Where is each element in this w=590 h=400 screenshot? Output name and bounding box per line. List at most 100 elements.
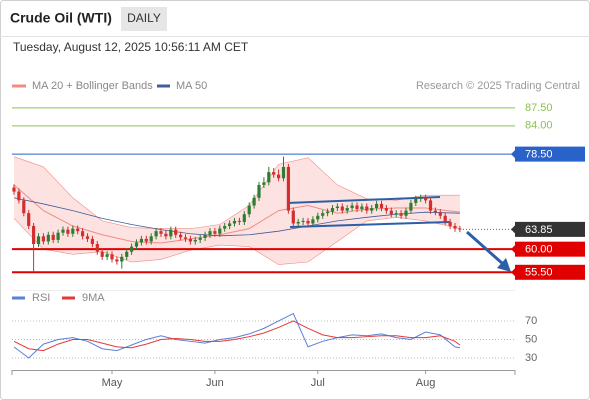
- candle-body: [379, 203, 384, 209]
- candle-body: [193, 239, 197, 242]
- candle-body: [296, 221, 300, 224]
- level-label: 63.85: [525, 224, 553, 236]
- candle-body: [100, 251, 104, 257]
- candle-body: [453, 226, 457, 229]
- candle-body: [389, 210, 393, 215]
- timeframe: DAILY: [127, 11, 161, 25]
- candle-body: [12, 187, 16, 192]
- candle-body: [360, 206, 364, 210]
- candle-body: [188, 238, 192, 242]
- candle-body: [71, 228, 75, 234]
- level-label-box: [515, 241, 585, 257]
- candle-body: [76, 228, 80, 232]
- candle-body: [433, 210, 437, 213]
- y-tick-label: 70: [525, 315, 537, 327]
- candle-body: [335, 206, 339, 209]
- candle-body: [85, 236, 90, 239]
- candle-body: [399, 213, 403, 216]
- candle-body: [232, 220, 237, 224]
- candle-body: [237, 220, 241, 222]
- candle-body: [179, 234, 183, 238]
- candle-body: [281, 166, 286, 179]
- candle-body: [149, 236, 153, 242]
- candle-body: [321, 213, 325, 216]
- candle-body: [51, 234, 55, 240]
- level-label-box: [515, 264, 585, 280]
- x-tick-label: Jun: [206, 377, 224, 389]
- candle-body: [22, 200, 26, 214]
- candle-body: [409, 202, 413, 211]
- candle-body: [448, 221, 452, 227]
- candle-body: [428, 200, 433, 211]
- candle-body: [370, 208, 374, 211]
- candle-body: [286, 166, 290, 211]
- candle-body: [301, 220, 305, 222]
- candle-body: [306, 220, 310, 224]
- candle-body: [414, 198, 418, 203]
- candle-body: [125, 251, 129, 257]
- candle-body: [183, 237, 188, 239]
- candle-body: [272, 172, 276, 175]
- candle-body: [130, 246, 134, 252]
- level-label: 55.50: [525, 267, 553, 279]
- candle-body: [134, 242, 139, 247]
- candle-body: [228, 223, 232, 227]
- candle-body: [139, 238, 143, 243]
- candle-body: [115, 259, 119, 262]
- candle-body: [438, 212, 442, 216]
- candle-body: [164, 233, 168, 237]
- candle-body: [46, 234, 50, 242]
- level-label-pointer: [511, 150, 515, 159]
- rsi-line: [13, 320, 461, 352]
- candle-body: [247, 205, 251, 215]
- candle-body: [56, 232, 60, 240]
- candle-body: [424, 197, 428, 201]
- candle-body: [311, 219, 315, 224]
- timeframe-badge: [121, 7, 167, 31]
- legend-label: MA 20 + Bollinger Bands: [32, 80, 153, 92]
- level-label: 60.00: [525, 244, 553, 256]
- candle-body: [32, 226, 36, 245]
- level-label-pointer: [511, 225, 515, 234]
- candle-body: [144, 238, 148, 242]
- channel-lower: [289, 221, 451, 228]
- candle-body: [262, 182, 266, 185]
- candle-body: [394, 213, 398, 215]
- candle-body: [218, 228, 222, 234]
- candle-body: [340, 206, 344, 211]
- candle-body: [419, 197, 423, 199]
- candle-body: [345, 208, 349, 211]
- candle-body: [213, 231, 217, 234]
- candle-body: [27, 213, 31, 227]
- y-tick-label: 30: [525, 352, 537, 364]
- level-label-box: [515, 146, 585, 162]
- candle-body: [291, 210, 295, 224]
- candle-body: [277, 174, 281, 179]
- candle-body: [326, 211, 330, 214]
- level-label: 87.50: [525, 102, 553, 114]
- candle-body: [257, 184, 261, 198]
- y-tick-label: 50: [525, 333, 537, 345]
- candle-body: [223, 226, 227, 229]
- candle-body: [404, 210, 408, 216]
- legend-label: MA 50: [176, 80, 207, 92]
- level-label-pointer: [511, 245, 515, 254]
- candle-body: [169, 229, 173, 237]
- candle-body: [90, 238, 94, 245]
- level-label-pointer: [511, 268, 515, 277]
- candle-body: [242, 214, 246, 222]
- source: Research © 2025 Trading Central: [416, 80, 580, 92]
- candle-body: [110, 254, 114, 260]
- level-label: 78.50: [525, 149, 553, 161]
- candle-body: [365, 206, 369, 211]
- candle-body: [208, 231, 212, 235]
- candle-body: [375, 203, 379, 209]
- candle-body: [61, 229, 65, 233]
- x-tick-label: May: [102, 377, 123, 389]
- candle-body: [105, 254, 109, 257]
- candle-body: [330, 208, 335, 212]
- level-label: 84.00: [525, 120, 553, 132]
- candle-body: [159, 231, 163, 234]
